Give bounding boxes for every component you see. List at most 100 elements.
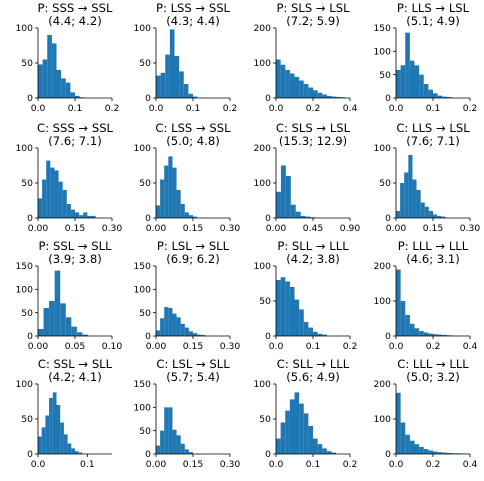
histogram-bar: [49, 398, 53, 454]
histogram-bar: [289, 399, 295, 454]
histogram-bar: [428, 89, 433, 98]
histogram-bar: [65, 317, 72, 336]
histogram-panel-13: C: SSL → SLL(4.2; 4.1) 0 50 100 0.0 0.1: [15, 357, 112, 470]
x-tick-label: 0.0: [269, 341, 284, 352]
histogram-panel-16: C: LLL → LLL(5.0; 3.2) 0 100 200 0.0 0.2 0.4: [373, 357, 477, 470]
x-tick-label: 0.2: [306, 103, 321, 114]
histogram-bar: [400, 65, 406, 98]
histogram-bar: [179, 71, 184, 98]
histogram-bar: [295, 211, 301, 218]
histogram-bar: [42, 59, 48, 98]
histogram-bar: [38, 64, 43, 98]
y-tick-label: 100: [133, 23, 151, 34]
x-tick-label: 0.4: [463, 459, 478, 470]
histogram-bar: [50, 167, 55, 218]
histogram-bar: [442, 452, 447, 454]
x-tick-label: 0.2: [426, 341, 441, 352]
histogram-bar: [300, 215, 306, 218]
panel-title-line1: P: SSS → SSL: [38, 1, 113, 15]
histogram-bar: [276, 280, 281, 336]
histogram-bar: [70, 209, 75, 218]
histogram-bar: [424, 206, 429, 218]
y-tick-label: 0: [385, 213, 391, 224]
histogram-panel-14: C: LSL → SLL(5.7; 5.4) 0 50 100 150 0.00 0.15 0…: [133, 357, 240, 470]
histogram-bar: [276, 59, 281, 98]
histogram-bar: [184, 212, 189, 218]
histogram-bar: [441, 216, 446, 218]
x-tick-label: 0.1: [80, 459, 95, 470]
histogram-bar: [446, 97, 452, 98]
panel-title-line2: (4.3; 4.4): [166, 14, 220, 28]
histogram-bar: [180, 443, 185, 454]
x-tick-label: 0.90: [340, 223, 361, 234]
x-tick-label: 0.1: [306, 341, 321, 352]
histogram-bar: [76, 332, 83, 336]
y-tick-label: 150: [373, 23, 391, 34]
histogram-bar: [184, 449, 189, 454]
panel-title-line2: (7.6; 7.1): [48, 134, 102, 148]
histogram-bar: [165, 54, 170, 98]
y-tick-label: 0: [265, 331, 271, 342]
histogram-bar: [326, 451, 332, 454]
y-tick-label: 0: [145, 449, 151, 460]
histogram-bar: [75, 212, 80, 218]
histogram-bar: [156, 75, 161, 98]
histogram-bar: [75, 451, 79, 454]
histogram-bar: [317, 444, 323, 454]
histogram-bar: [83, 212, 88, 218]
histogram-bar: [285, 410, 290, 454]
histogram-panel-9: P: SSL → SLL(3.9; 3.8) 0 50 100 150 0.00 0.05 0…: [15, 239, 122, 352]
histogram-bar: [174, 56, 180, 98]
histogram-bar: [46, 160, 51, 218]
histogram-panel-5: C: SSS → SSL(7.6; 7.1) 0 50 100 0.00 0.15 0.30: [15, 121, 122, 234]
histogram-bar: [433, 214, 438, 218]
histogram-bar: [180, 204, 185, 218]
y-tick-label: 50: [21, 414, 33, 425]
panel-title-line1: C: SSL → SLL: [38, 357, 113, 371]
histogram-bar: [168, 308, 173, 336]
histogram-bar: [168, 156, 173, 218]
histogram-bar: [322, 334, 327, 336]
x-tick-label: 0.05: [65, 341, 86, 352]
histogram-bar: [54, 170, 59, 218]
y-tick-label: 0: [145, 213, 151, 224]
y-tick-label: 0: [145, 331, 151, 342]
panel-title-line1: C: LLS → LSL: [396, 121, 470, 135]
histogram-bar: [290, 204, 296, 218]
x-tick-label: 0.00: [28, 341, 49, 352]
histogram-bar: [45, 415, 50, 454]
histogram-bar: [412, 179, 417, 218]
histogram-bar: [437, 215, 442, 218]
y-tick-label: 100: [15, 143, 33, 154]
histogram-bar: [51, 43, 57, 98]
histogram-bar: [400, 183, 405, 218]
panel-title-line2: (4.2; 4.1): [48, 370, 102, 384]
histogram-bar: [313, 331, 318, 336]
x-tick-label: 0.1: [426, 103, 441, 114]
panel-title-line2: (15.3; 12.9): [279, 134, 347, 148]
histogram-bar: [280, 165, 286, 218]
histogram-bar: [442, 334, 447, 336]
histogram-bar: [285, 281, 290, 336]
x-tick-label: 0.2: [463, 103, 478, 114]
histogram-bar: [160, 430, 165, 454]
histogram-bar: [294, 77, 300, 98]
y-tick-label: 100: [133, 403, 151, 414]
y-tick-label: 200: [373, 261, 391, 272]
histogram-bar: [176, 435, 181, 454]
x-tick-label: 0.0: [31, 103, 46, 114]
panel-title-line1: P: SLS → LSL: [276, 1, 350, 15]
x-tick-label: 0.2: [223, 103, 238, 114]
histogram-bar: [193, 333, 198, 336]
histogram-bar: [419, 74, 424, 98]
x-tick-label: 0.45: [303, 223, 324, 234]
histogram-bar: [184, 327, 189, 336]
histogram-panel-7: C: SLS → LSL(15.3; 12.9) 0 100 200 0.00 0.45 0…: [253, 121, 360, 234]
panel-title-line1: C: SLL → LLL: [277, 357, 350, 371]
x-tick-label: 0.2: [105, 103, 120, 114]
histogram-bar: [305, 216, 311, 218]
histogram-bar: [317, 92, 323, 98]
histogram-bar: [308, 327, 313, 336]
histogram-bar: [61, 78, 66, 98]
histogram-bar: [400, 301, 406, 336]
